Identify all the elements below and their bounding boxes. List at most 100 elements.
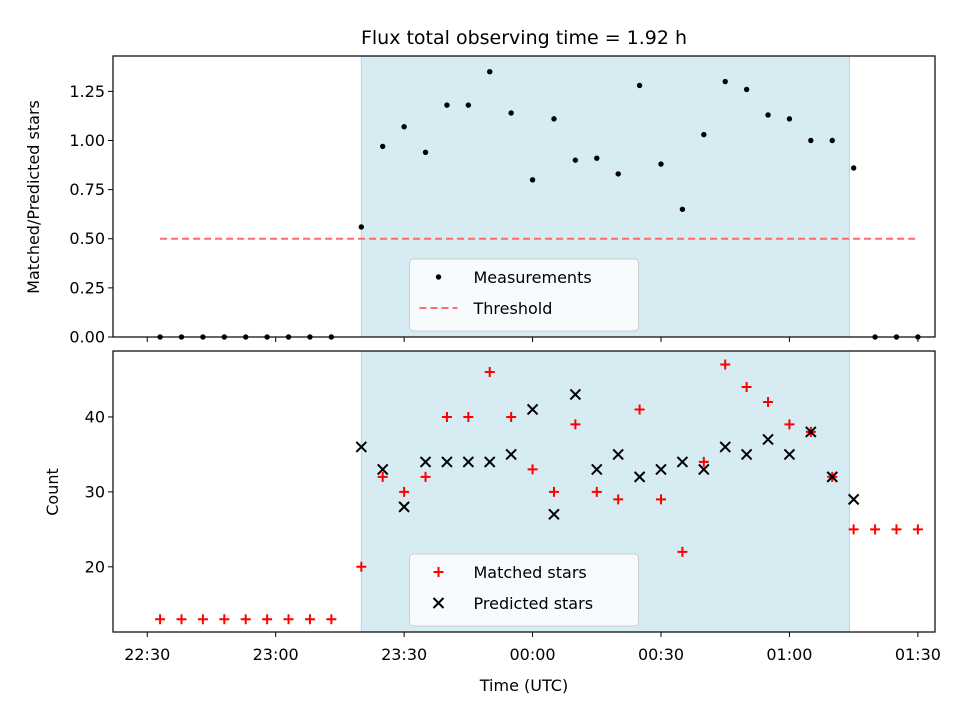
measurement-point	[551, 116, 557, 122]
measurement-point	[380, 143, 386, 150]
matched-star-point	[870, 524, 881, 535]
matched-star-point	[634, 404, 645, 415]
predicted-star-point	[762, 433, 774, 446]
legend: Matched stars Predicted stars	[409, 553, 639, 627]
matched-star-point	[506, 411, 517, 422]
predicted-star-point	[676, 456, 689, 468]
measurement-point	[358, 224, 365, 230]
predicted-star-point	[377, 463, 389, 476]
matched-star-point	[527, 464, 538, 475]
y-tick-label: 20	[85, 557, 105, 576]
measurement-point	[594, 155, 600, 161]
matched-star-point	[377, 471, 388, 482]
matched-star-point	[548, 486, 559, 497]
legend: Measurements Threshold	[409, 258, 639, 332]
x-tick-label: 00:30	[638, 645, 684, 664]
plot-frame	[112, 55, 936, 338]
y-tick-label: 0.25	[69, 278, 105, 297]
predicted-star-point	[569, 388, 582, 401]
y-tick-label: 1.00	[69, 131, 105, 150]
matched-star-point	[219, 614, 230, 625]
predicted-star-point	[548, 508, 560, 521]
predicted-star-point	[398, 501, 410, 513]
measurement-point	[722, 78, 728, 85]
x-tick-label: 22:30	[124, 645, 170, 664]
matched-star-point	[420, 471, 431, 482]
legend-label: Predicted stars	[474, 594, 594, 613]
matched-star-point	[441, 411, 452, 422]
x-tick-label: 00:00	[510, 645, 556, 664]
measurement-point	[658, 161, 664, 167]
matched-star-point	[399, 486, 410, 497]
measurement-point	[679, 206, 686, 212]
measurement-point	[786, 116, 793, 122]
matched-star-point	[891, 524, 902, 535]
predicted-star-point	[655, 463, 667, 476]
y-tick-label: 1.25	[69, 82, 105, 101]
predicted-star-point	[847, 493, 860, 506]
x-tick-label: 01:00	[766, 645, 812, 664]
matched-star-point	[784, 419, 795, 430]
matched-star-point	[656, 494, 666, 505]
x-tick-label: 23:30	[381, 645, 427, 664]
legend-label: Measurements	[474, 268, 592, 287]
matched-star-point	[176, 614, 187, 625]
measurement-point	[765, 112, 771, 118]
count-panel: 20 30 40 22:30 23:00 23:30 00:00 00:30 01:00 01:3…	[85, 350, 941, 664]
matched-star-point	[763, 396, 774, 407]
matched-star-point	[677, 546, 688, 557]
x-axis-label: Time (UTC)	[479, 676, 568, 695]
legend-marker	[432, 597, 445, 609]
matched-star-point	[463, 411, 474, 422]
matched-star-point	[197, 614, 208, 625]
predicted-star-point	[826, 471, 838, 483]
matched-star-point	[155, 614, 166, 625]
measurement-point	[508, 110, 514, 116]
measurement-point	[422, 149, 429, 155]
measurement-point	[487, 69, 493, 75]
matched-star-point	[304, 614, 315, 625]
predicted-star-point	[462, 456, 475, 468]
measurement-point	[444, 102, 450, 108]
legend-label: Matched stars	[474, 563, 587, 582]
y-tick-label: 30	[85, 482, 105, 501]
legend-marker	[435, 274, 442, 280]
count-y-axis-label: Count	[43, 468, 62, 516]
matched-star-point	[283, 614, 294, 625]
matched-star-point	[741, 381, 752, 392]
legend-box	[409, 553, 639, 627]
measurement-point	[465, 102, 472, 108]
predicted-star-point	[805, 426, 817, 438]
ratio-panel: 0.00 0.25 0.50 0.75 1.00 1.25 Measurements Thre…	[69, 55, 936, 347]
matched-star-point	[613, 494, 624, 505]
predicted-star-point	[441, 456, 453, 468]
matched-star-point	[698, 456, 709, 467]
measurement-point	[615, 171, 621, 177]
measurement-point	[808, 137, 814, 144]
predicted-star-point	[526, 403, 539, 416]
x-tick-label: 23:00	[253, 645, 299, 664]
measurement-point	[572, 157, 579, 163]
matched-star-point	[720, 359, 731, 370]
matched-star-point	[240, 614, 251, 625]
matched-star-point	[484, 366, 495, 377]
predicted-star-point	[719, 441, 731, 453]
predicted-star-point	[591, 463, 603, 476]
matched-star-point	[326, 614, 337, 625]
x-tick-label: 01:30	[895, 645, 941, 664]
matched-star-point	[912, 524, 923, 535]
predicted-star-point	[419, 456, 432, 468]
y-tick-label: 0.00	[69, 328, 105, 347]
predicted-star-point	[783, 448, 796, 461]
measurement-point	[701, 131, 707, 138]
measurement-point	[401, 124, 407, 130]
measurement-point	[636, 82, 643, 89]
y-tick-label: 0.50	[69, 229, 105, 248]
predicted-star-point	[355, 441, 368, 453]
measurement-point	[743, 86, 750, 93]
predicted-star-point	[698, 463, 710, 476]
matched-star-point	[591, 486, 602, 497]
measurement-point	[529, 177, 536, 183]
matched-star-point	[848, 524, 859, 535]
